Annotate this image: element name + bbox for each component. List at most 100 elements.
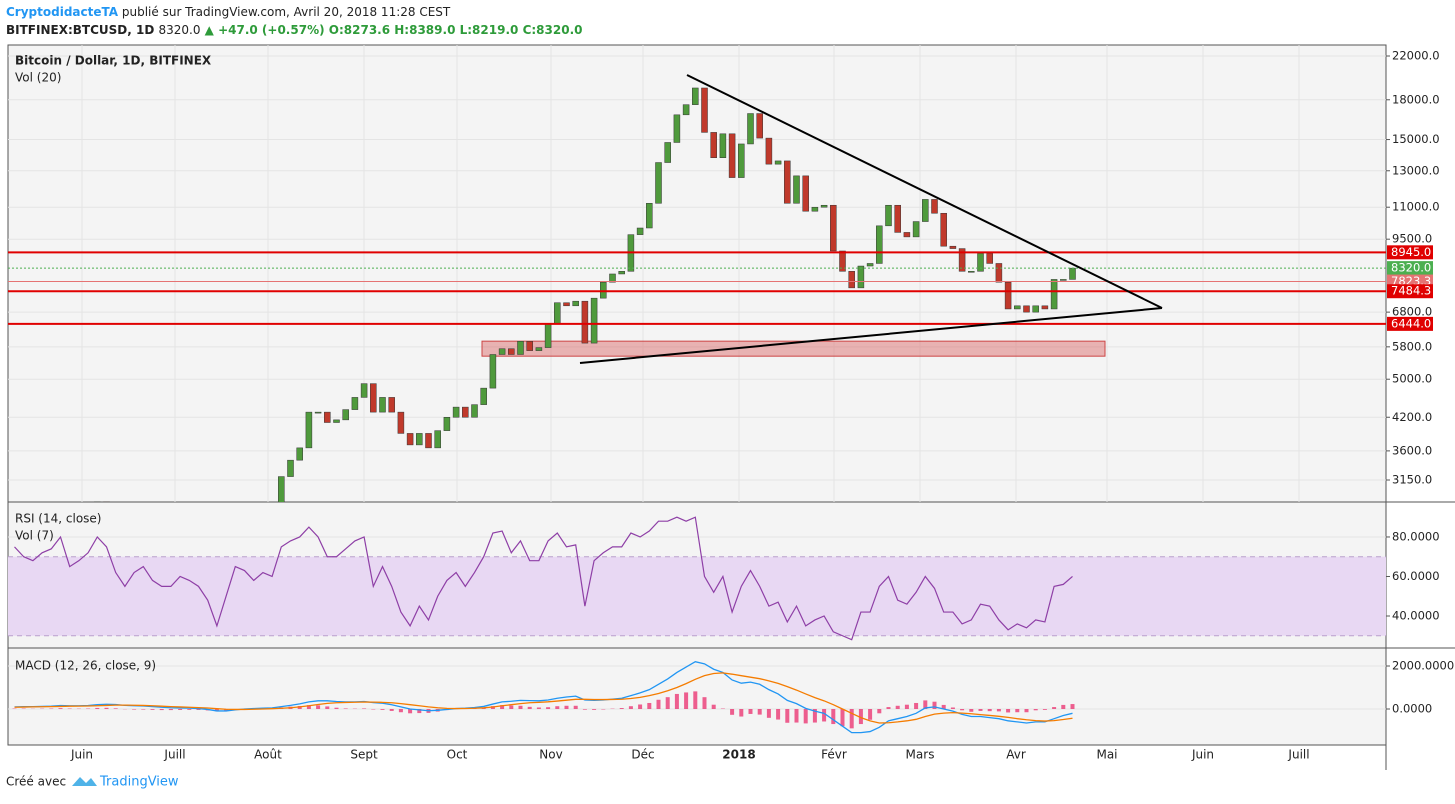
- histogram-bar: [95, 708, 99, 709]
- candle: [536, 348, 542, 351]
- histogram-bar: [546, 707, 550, 709]
- candle: [922, 199, 928, 221]
- histogram-bar: [1052, 707, 1056, 709]
- price-label: 7484.3: [1391, 284, 1431, 298]
- histogram-bar: [1025, 709, 1029, 712]
- candle: [867, 263, 873, 266]
- candle: [545, 324, 551, 348]
- candle: [821, 205, 827, 207]
- histogram-bar: [1071, 704, 1075, 709]
- x-tick-label: Oct: [447, 748, 468, 762]
- candle: [499, 349, 505, 355]
- histogram-bar: [114, 708, 118, 709]
- x-tick-label: Juill: [163, 748, 185, 762]
- header: CryptodidacteTA publié sur TradingView.c…: [6, 5, 451, 19]
- candle: [656, 163, 662, 204]
- x-tick-label: Juin: [70, 748, 93, 762]
- candle: [343, 410, 349, 420]
- open: O:8273.6: [329, 23, 390, 37]
- histogram-bar: [785, 709, 789, 723]
- histogram-bar: [1006, 709, 1010, 712]
- histogram-bar: [666, 697, 670, 709]
- candle: [665, 142, 671, 162]
- x-tick-label: Juill: [1287, 748, 1309, 762]
- candle: [932, 199, 938, 213]
- histogram-bar: [758, 709, 762, 715]
- candle: [407, 433, 413, 444]
- candle: [453, 407, 459, 417]
- chart-subtitle: Vol (7): [15, 529, 54, 543]
- candle: [1014, 306, 1020, 309]
- y-tick-label: 0.0000: [1392, 702, 1432, 716]
- candle: [426, 433, 432, 447]
- y-tick-label: 3150.0: [1392, 473, 1432, 487]
- chart-title: MACD (12, 26, close, 9): [15, 659, 156, 673]
- histogram-bar: [178, 709, 182, 710]
- candle: [794, 176, 800, 203]
- histogram-bar: [712, 705, 716, 709]
- candle: [968, 271, 974, 272]
- candle: [564, 303, 570, 306]
- histogram-bar: [151, 709, 155, 710]
- histogram-bar: [969, 709, 973, 712]
- histogram-bar: [1034, 709, 1038, 710]
- candle: [996, 263, 1002, 282]
- candle: [1042, 306, 1048, 309]
- histogram-bar: [592, 709, 596, 710]
- x-tick-label: Nov: [539, 748, 562, 762]
- histogram-bar: [703, 697, 707, 709]
- author[interactable]: CryptodidacteTA: [6, 5, 119, 19]
- candle: [637, 228, 643, 235]
- histogram-bar: [316, 705, 320, 709]
- candle: [830, 205, 836, 251]
- candle: [472, 405, 478, 418]
- histogram-bar: [675, 694, 679, 709]
- candle: [444, 417, 450, 430]
- candle: [573, 301, 579, 306]
- histogram-bar: [776, 709, 780, 720]
- candle: [416, 433, 422, 444]
- y-tick-label: 5000.0: [1392, 372, 1432, 386]
- histogram-bar: [132, 709, 136, 710]
- candle: [987, 253, 993, 263]
- candle: [849, 271, 855, 288]
- symbol: BITFINEX:BTCUSD, 1D: [6, 23, 154, 37]
- low: L:8219.0: [460, 23, 519, 37]
- candle: [352, 397, 358, 409]
- candle: [435, 431, 441, 448]
- histogram-bar: [749, 709, 753, 714]
- histogram-bar: [1015, 709, 1019, 712]
- candle: [895, 205, 901, 232]
- price-label: 8320.0: [1391, 261, 1431, 275]
- histogram-bar: [565, 706, 569, 709]
- histogram-bar: [997, 709, 1001, 711]
- plot-area: [8, 45, 1386, 745]
- histogram-bar: [804, 709, 808, 723]
- candle: [462, 407, 468, 417]
- y-tick-label: 13000.0: [1392, 163, 1440, 177]
- footer-brand[interactable]: TradingView: [99, 775, 179, 790]
- candle: [508, 349, 514, 355]
- candle: [950, 246, 956, 248]
- candle: [389, 397, 395, 412]
- histogram-bar: [620, 708, 624, 709]
- candle: [720, 134, 726, 158]
- candle: [297, 448, 303, 460]
- histogram-bar: [647, 703, 651, 709]
- histogram-bar: [795, 709, 799, 723]
- candle: [886, 205, 892, 226]
- x-tick-label: 2018: [722, 748, 755, 762]
- histogram-bar: [730, 709, 734, 715]
- candle: [324, 412, 330, 422]
- histogram-bar: [335, 708, 339, 709]
- histogram-bar: [831, 709, 835, 724]
- candle: [554, 303, 560, 324]
- candle: [858, 266, 864, 288]
- y-tick-label: 60.0000: [1392, 569, 1440, 583]
- histogram-bar: [169, 709, 173, 710]
- x-tick-label: Mars: [906, 748, 935, 762]
- published: publié sur TradingView.com, Avril 20, 20…: [122, 5, 451, 19]
- histogram-bar: [693, 691, 697, 709]
- histogram-bar: [344, 708, 348, 709]
